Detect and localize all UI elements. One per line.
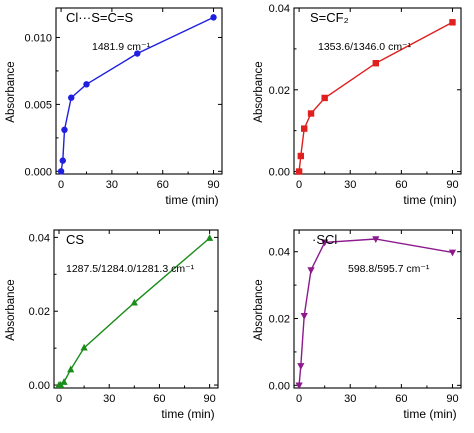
data-point-5 — [372, 59, 379, 67]
panel-annotation: 1481.9 cm⁻¹ — [92, 41, 151, 53]
data-point-2 — [60, 378, 68, 385]
x-tick-label-2: 60 — [153, 393, 165, 405]
data-point-3 — [67, 365, 75, 373]
plot-frame — [293, 229, 462, 389]
panel-s-cf2: time (min) Absorbance 0 30 60 90 0.00 0.02 0.0… — [253, 3, 462, 207]
panel-title: Cl···S=C=S — [66, 10, 134, 25]
y-tick-label-0: 0.00 — [269, 167, 290, 179]
panel-title: CS — [66, 232, 84, 247]
data-point-5 — [130, 298, 138, 306]
data-point-4 — [321, 239, 329, 247]
data-point-6 — [448, 249, 457, 257]
y-tick-label-2: 0.04 — [29, 232, 50, 244]
y-tick-label-1: 0.02 — [269, 314, 290, 326]
panel-title: ·SCl — [312, 232, 337, 247]
panel-annotation: 1287.5/1284.0/1281.3 cm⁻¹ — [66, 263, 195, 275]
y-tick-label-0: 0.00 — [269, 380, 290, 392]
data-point-2 — [301, 125, 308, 132]
plot-frame — [293, 7, 462, 175]
x-tick-label-1: 30 — [103, 393, 115, 405]
data-point-6 — [210, 14, 217, 21]
data-point-3 — [307, 267, 315, 275]
x-tick-label-0: 0 — [58, 179, 64, 191]
data-point-2 — [300, 313, 308, 320]
x-tick-label-2: 60 — [395, 179, 407, 191]
data-point-3 — [307, 110, 315, 117]
panel-title: S=CF₂ — [310, 10, 349, 25]
x-axis-label: time (min) — [161, 407, 214, 421]
x-tick-label-1: 30 — [106, 179, 118, 191]
data-point-4 — [321, 94, 328, 102]
data-point-4 — [80, 343, 88, 351]
x-tick-label-0: 0 — [296, 179, 302, 191]
y-tick-label-1: 0.02 — [29, 306, 50, 318]
data-point-1 — [297, 152, 305, 160]
y-axis-label: Absorbance — [5, 61, 17, 122]
series-line — [59, 237, 211, 386]
x-tick-label-3: 90 — [207, 179, 219, 191]
data-point-0 — [57, 168, 65, 175]
y-tick-label-1: 0.02 — [269, 85, 290, 97]
x-tick-label-3: 90 — [204, 393, 216, 405]
y-axis-label: Absorbance — [253, 61, 265, 122]
data-point-6 — [449, 19, 456, 26]
panel-annotation: 1353.6/1346.0 cm⁻¹ — [318, 41, 412, 53]
y-tick-label-2: 0.010 — [24, 32, 52, 44]
data-point-5 — [372, 236, 380, 244]
data-point-2 — [61, 126, 68, 134]
data-point-1 — [59, 157, 66, 164]
x-tick-label-3: 90 — [446, 393, 458, 405]
x-axis-label: time (min) — [403, 407, 456, 421]
y-tick-label-0: 0.000 — [24, 166, 52, 178]
data-point-0 — [295, 382, 303, 390]
plot-frame — [53, 229, 219, 389]
y-tick-label-0: 0.00 — [29, 380, 50, 392]
x-tick-label-0: 0 — [56, 393, 62, 405]
series-line — [298, 238, 453, 386]
x-tick-label-0: 0 — [296, 393, 302, 405]
x-tick-label-1: 30 — [344, 179, 356, 191]
y-tick-label-2: 0.04 — [269, 3, 290, 15]
x-tick-label-2: 60 — [157, 179, 169, 191]
data-point-0 — [295, 168, 303, 175]
plot-frame — [55, 7, 223, 175]
data-point-6 — [206, 234, 214, 241]
y-tick-label-2: 0.04 — [269, 247, 290, 259]
x-axis-label: time (min) — [165, 193, 218, 207]
x-axis-label: time (min) — [403, 193, 456, 207]
data-point-3 — [68, 94, 75, 101]
panel-annotation: 598.8/595.7 cm⁻¹ — [348, 263, 430, 275]
y-axis-label: Absorbance — [5, 279, 17, 340]
x-tick-label-3: 90 — [446, 179, 458, 191]
y-tick-label-1: 0.005 — [24, 99, 52, 111]
data-point-1 — [297, 363, 305, 370]
y-axis-label: Absorbance — [253, 279, 265, 340]
x-tick-label-2: 60 — [395, 393, 407, 405]
x-tick-label-1: 30 — [344, 393, 356, 405]
panel-cl-scs: time (min) Absorbance 0 30 60 90 0.000 0.005 0… — [5, 7, 223, 207]
data-point-4 — [83, 81, 90, 88]
panel-scl: time (min) Absorbance 0 30 60 90 0.00 0.02 0.0… — [253, 229, 462, 421]
panel-cs: time (min) Absorbance 0 30 60 90 0.00 0.02 0.0… — [5, 229, 219, 421]
data-point-5 — [134, 50, 141, 57]
